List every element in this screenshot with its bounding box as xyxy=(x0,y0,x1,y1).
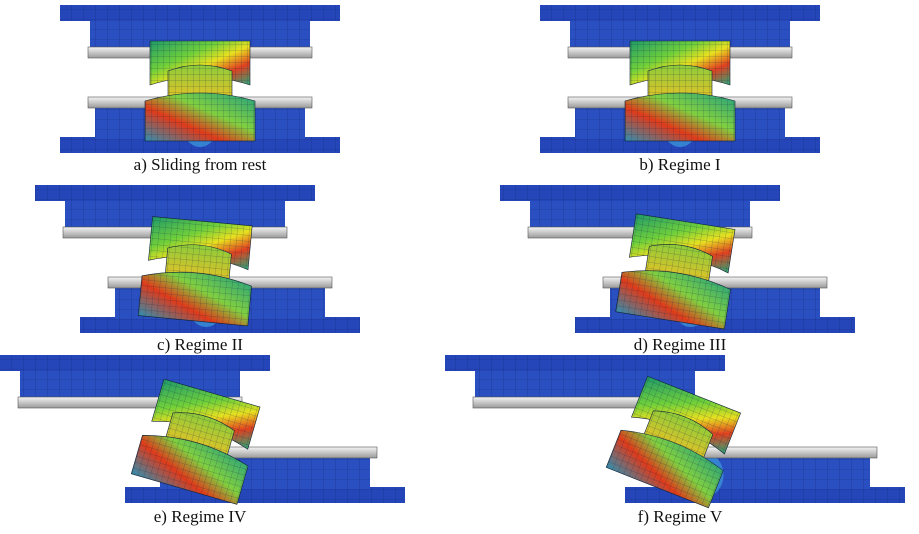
fea-panel: b) Regime I xyxy=(540,5,820,174)
caption: e) Regime IV xyxy=(154,507,247,526)
top-flange-mesh xyxy=(500,185,780,201)
slider xyxy=(625,41,735,141)
top-flange-mesh xyxy=(60,5,340,21)
panels: a) Sliding from rest b) Regime I c) Regime… xyxy=(0,5,905,526)
figure: a) Sliding from rest b) Regime I c) Regime… xyxy=(0,0,919,534)
caption: f) Regime V xyxy=(638,507,723,526)
caption: b) Regime I xyxy=(639,155,721,174)
lower-slider-mesh xyxy=(625,93,735,141)
fea-panel: d) Regime III xyxy=(500,185,855,354)
top-flange-mesh xyxy=(540,5,820,21)
bottom-flange-mesh xyxy=(125,487,405,503)
fea-panel: e) Regime IV xyxy=(0,355,405,526)
fea-panel: a) Sliding from rest xyxy=(60,5,340,174)
top-flange-mesh xyxy=(35,185,315,201)
fea-panel: c) Regime II xyxy=(35,185,360,354)
slider xyxy=(138,216,257,326)
lower-slider-mesh xyxy=(145,93,255,141)
slider xyxy=(145,41,255,141)
fea-panel: f) Regime V xyxy=(445,355,905,526)
caption: c) Regime II xyxy=(157,335,243,354)
caption: d) Regime III xyxy=(634,335,727,354)
caption: a) Sliding from rest xyxy=(134,155,267,174)
top-flange-mesh xyxy=(445,355,725,371)
slider xyxy=(616,213,740,329)
top-flange-mesh xyxy=(0,355,270,371)
